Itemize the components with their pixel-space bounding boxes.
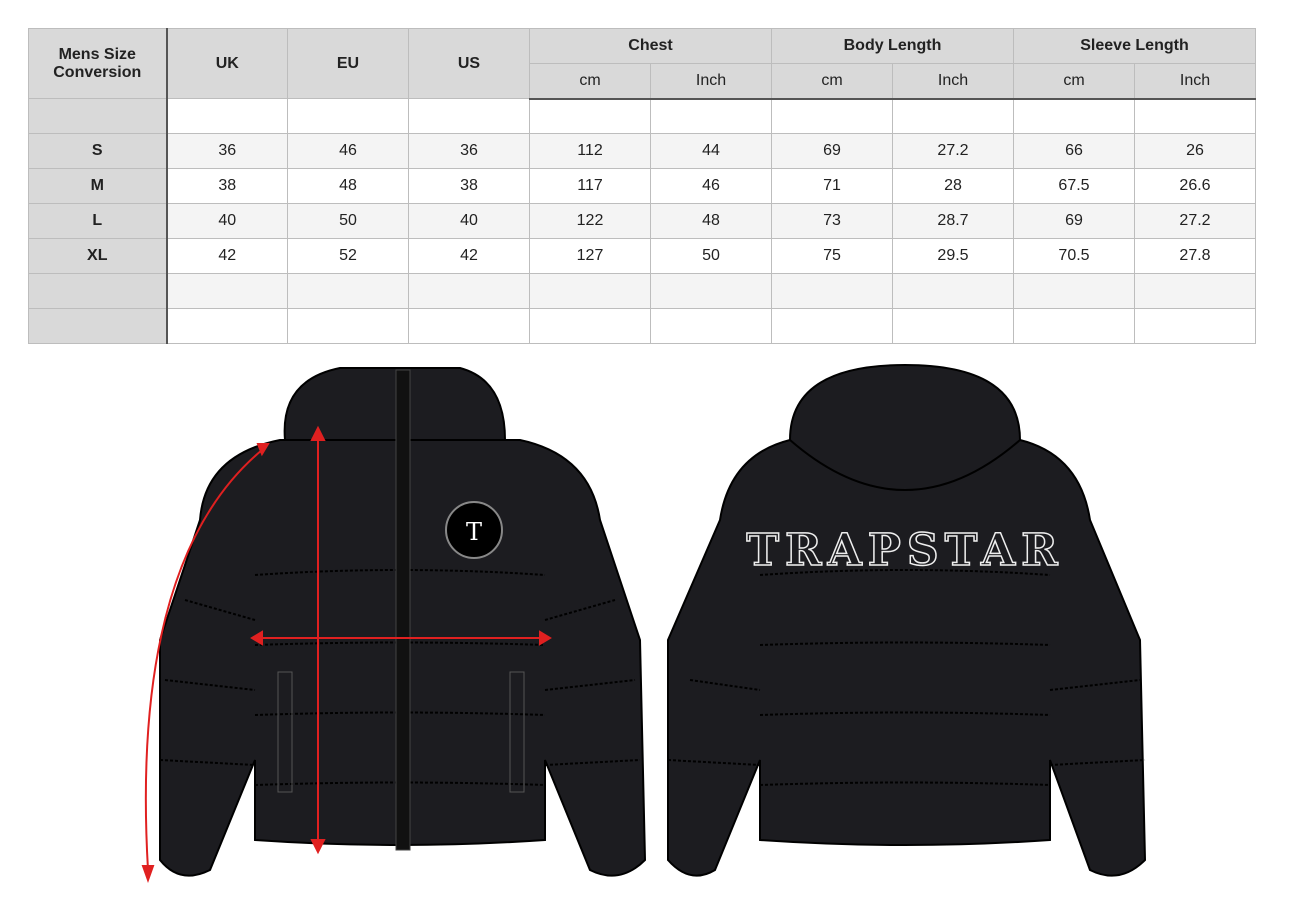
sub-inch: Inch	[1134, 63, 1256, 100]
svg-text:T: T	[466, 518, 482, 546]
sub-inch: Inch	[892, 63, 1014, 100]
table-cell: 36	[408, 133, 530, 169]
measurement-arrows	[141, 425, 552, 883]
col-uk: UK	[166, 28, 288, 99]
table-cell: 29.5	[892, 238, 1014, 274]
table-cell: 48	[287, 168, 409, 204]
table-cell	[771, 308, 893, 344]
size-chart-table: Mens Size Conversion UK EU US Chest Body…	[28, 28, 1256, 344]
table-cell: 66	[1013, 133, 1135, 169]
table-cell: 42	[166, 238, 288, 274]
size-label: S	[28, 133, 168, 169]
table-cell	[287, 308, 409, 344]
table-cell: 127	[529, 238, 651, 274]
table-cell: 73	[771, 203, 893, 239]
table-cell	[529, 308, 651, 344]
logo-lettering: TRAPSTAR	[746, 525, 1063, 576]
table-cell	[408, 98, 530, 134]
table-cell	[408, 273, 530, 309]
table-cell	[287, 98, 409, 134]
size-label: L	[28, 203, 168, 239]
table-row: M 38 48 38 117 46 71 28 67.5 26.6	[28, 168, 1256, 204]
table-cell	[1013, 98, 1135, 134]
table-cell	[1134, 273, 1256, 309]
table-cell: 112	[529, 133, 651, 169]
table-cell	[529, 273, 651, 309]
group-chest: Chest	[529, 28, 772, 64]
group-sleeve-length: Sleeve Length	[1013, 28, 1256, 64]
col-eu: EU	[287, 28, 409, 99]
table-cell: 69	[1013, 203, 1135, 239]
table-row	[28, 273, 1256, 309]
table-cell: 38	[408, 168, 530, 204]
table-cell: 46	[287, 133, 409, 169]
table-cell: 26	[1134, 133, 1256, 169]
table-cell	[650, 98, 772, 134]
table-cell: 36	[166, 133, 288, 169]
sub-cm: cm	[529, 63, 651, 100]
table-row: S 36 46 36 112 44 69 27.2 66 26	[28, 133, 1256, 169]
table-cell: 40	[166, 203, 288, 239]
table-cell: 27.2	[892, 133, 1014, 169]
table-cell	[650, 308, 772, 344]
table-cell	[529, 98, 651, 134]
table-cell: 38	[166, 168, 288, 204]
table-cell	[1013, 273, 1135, 309]
size-label: XL	[28, 238, 168, 274]
table-row	[28, 308, 1256, 344]
table-cell	[650, 273, 772, 309]
table-cell	[166, 308, 288, 344]
table-cell	[771, 273, 893, 309]
table-cell	[1013, 308, 1135, 344]
size-label	[28, 308, 168, 344]
table-cell	[892, 273, 1014, 309]
jacket-front: T	[141, 367, 647, 883]
sub-cm: cm	[1013, 63, 1135, 100]
table-row: L 40 50 40 122 48 73 28.7 69 27.2	[28, 203, 1256, 239]
sub-cm: cm	[771, 63, 893, 100]
table-cell	[408, 308, 530, 344]
table-cell: 69	[771, 133, 893, 169]
table-cell: 50	[287, 203, 409, 239]
sub-inch: Inch	[650, 63, 772, 100]
table-cell: 27.2	[1134, 203, 1256, 239]
table-cell: 44	[650, 133, 772, 169]
corner-header: Mens Size Conversion	[28, 28, 168, 99]
size-label: M	[28, 168, 168, 204]
col-us: US	[408, 28, 530, 99]
jacket-back: TRAPSTAR	[667, 363, 1147, 877]
table-cell: 48	[650, 203, 772, 239]
table-cell: 52	[287, 238, 409, 274]
table-cell	[1134, 308, 1256, 344]
table-cell: 122	[529, 203, 651, 239]
